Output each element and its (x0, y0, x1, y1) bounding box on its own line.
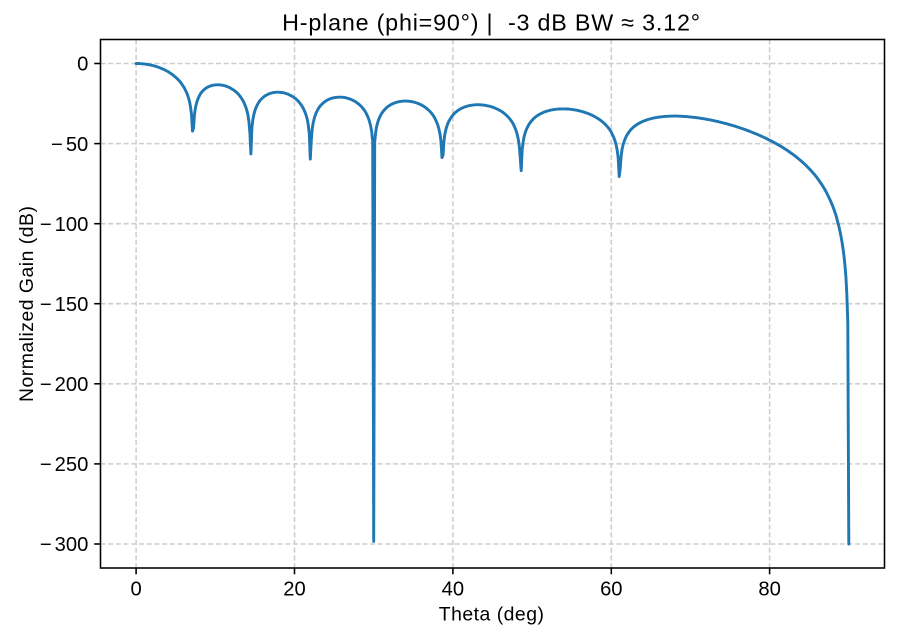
svg-text:0: 0 (130, 579, 141, 601)
svg-text:Theta (deg): Theta (deg) (439, 604, 545, 626)
svg-text:−300: −300 (40, 534, 88, 556)
svg-text:60: 60 (600, 579, 622, 601)
svg-text:−100: −100 (40, 214, 88, 236)
svg-text:−250: −250 (40, 454, 88, 476)
svg-text:0: 0 (77, 54, 88, 76)
svg-text:−200: −200 (40, 374, 88, 396)
svg-text:Normalized Gain (dB): Normalized Gain (dB) (16, 206, 38, 402)
svg-text:−150: −150 (40, 294, 88, 316)
svg-text:20: 20 (283, 579, 305, 601)
svg-text:80: 80 (758, 579, 780, 601)
svg-text:−50: −50 (51, 134, 88, 156)
svg-text:40: 40 (442, 579, 464, 601)
svg-text:H-plane (phi=90°) | -3 dB BW: H-plane (phi=90°) | -3 dB BW ≈ 3.12° (282, 10, 701, 36)
